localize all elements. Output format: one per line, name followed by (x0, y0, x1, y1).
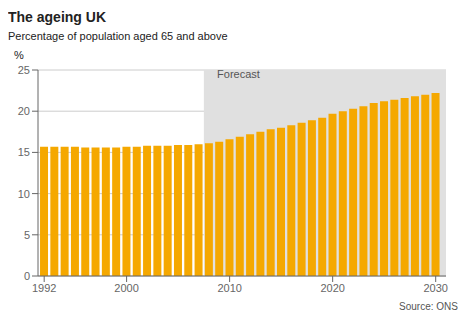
svg-text:1992: 1992 (32, 282, 56, 294)
svg-text:Forecast: Forecast (217, 68, 260, 80)
svg-text:10: 10 (18, 188, 30, 200)
svg-text:25: 25 (18, 64, 30, 76)
svg-text:2020: 2020 (320, 282, 344, 294)
svg-text:2010: 2010 (217, 282, 241, 294)
svg-text:20: 20 (18, 105, 30, 117)
html-text:The ageing UK: The ageing UK (8, 9, 106, 25)
svg-text:2000: 2000 (114, 282, 138, 294)
svg-text:5: 5 (24, 229, 30, 241)
svg-text:2030: 2030 (423, 282, 447, 294)
svg-text:0: 0 (24, 270, 30, 282)
html-text:Source: ONS: Source: ONS (399, 301, 458, 312)
html-text:Percentage of population aged: Percentage of population aged 65 and abo… (8, 30, 228, 42)
svg-text:15: 15 (18, 146, 30, 158)
